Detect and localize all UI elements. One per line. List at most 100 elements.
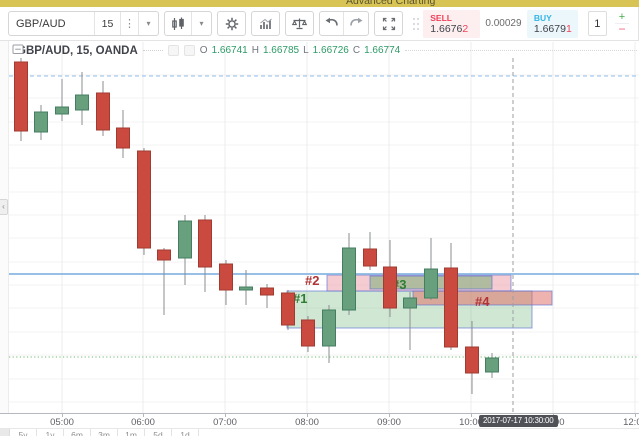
drag-dots-icon	[413, 17, 415, 20]
indicators-group	[251, 11, 280, 36]
drawing-toolbar-toggle-button[interactable]: ‹	[0, 199, 8, 215]
ohlc-readout: O 1.66741 H 1.66785 L 1.66726 C 1.66774	[199, 45, 401, 56]
candle-body	[157, 249, 171, 261]
candle-body	[137, 150, 151, 249]
scales-icon	[291, 16, 308, 32]
more-options-icon[interactable]	[183, 45, 195, 56]
candle-body	[403, 297, 417, 309]
compare-button[interactable]	[286, 12, 313, 35]
redo-button[interactable]	[344, 12, 368, 35]
time-label: 08:00	[295, 417, 319, 428]
candle-body	[75, 94, 89, 111]
time-label: 06:00	[131, 417, 155, 428]
range-button-1d[interactable]: 1d	[172, 429, 199, 436]
symbol-input[interactable]: GBP/AUD	[9, 12, 95, 35]
time-tick	[62, 414, 63, 417]
interval-dropdown-button[interactable]: ▾	[139, 12, 158, 35]
drag-handle[interactable]	[413, 17, 418, 31]
undo-button[interactable]	[320, 12, 344, 35]
time-label: 07:00	[213, 417, 237, 428]
candle-body	[116, 127, 130, 149]
range-button-3m[interactable]: 3m	[91, 429, 118, 436]
time-label: 10:00	[459, 417, 483, 428]
sell-price: 1.66762	[430, 22, 469, 35]
chart-style-button[interactable]	[165, 12, 192, 35]
chevron-down-icon: ▾	[199, 19, 204, 28]
eye-icon[interactable]	[167, 45, 179, 56]
zone-label-2: #2	[305, 273, 319, 288]
time-tick	[225, 414, 226, 417]
indicators-icon	[258, 16, 274, 32]
legend-symbol-title: GBP/AUD, 15, OANDA	[17, 44, 138, 57]
time-tick	[143, 414, 144, 417]
candlestick-icon	[170, 16, 186, 32]
price-chart-canvas[interactable]: #1#2 #3#4	[0, 41, 639, 413]
range-button-5d[interactable]: 5d	[145, 429, 172, 436]
crosshair-time-tooltip: 2017-07-17 10:30:00	[479, 415, 558, 427]
time-tick	[389, 414, 390, 417]
candle-body	[383, 266, 397, 309]
buy-label: BUY	[533, 12, 552, 23]
range-button-1m[interactable]: 1m	[118, 429, 145, 436]
candle-body	[465, 346, 479, 374]
candle-body	[198, 219, 212, 268]
fullscreen-group	[374, 11, 403, 36]
sell-label: SELL	[430, 12, 452, 23]
symbol-interval-group: GBP/AUD 15 ⋮ ▾	[8, 11, 159, 36]
time-tick	[471, 414, 472, 417]
time-label: 12:00	[623, 417, 639, 428]
gear-icon	[224, 16, 240, 32]
buy-price: 1.66791	[533, 22, 572, 35]
chart-style-dropdown-button[interactable]: ▾	[192, 12, 211, 35]
fullscreen-button[interactable]	[375, 12, 402, 35]
time-tick	[307, 414, 308, 417]
candle-body	[219, 263, 233, 291]
compare-group	[285, 11, 314, 36]
candle-body	[342, 247, 356, 311]
quantity-increase-button[interactable]: +	[615, 11, 629, 24]
candle-body	[34, 111, 48, 133]
time-axis[interactable]: 2017-07-17 10:30:00 05:00 06:00 07:00 08:00…	[0, 413, 639, 428]
range-button-1y[interactable]: 1y	[37, 429, 64, 436]
candle-body	[178, 220, 192, 259]
candle-body	[239, 286, 253, 291]
candle-body	[485, 357, 499, 373]
zone-label-4: #4	[475, 294, 490, 309]
buy-button[interactable]: BUY 1.66791	[526, 9, 578, 38]
candle-body	[424, 268, 438, 299]
buy-price-last-digit: 1	[565, 22, 572, 35]
candlestick-chart[interactable]: #1 #2 #3 #4 GBP/AUD, 15, OANDA O 1.66741 H 1.…	[0, 41, 639, 413]
drawing-toolbar-collapsed: ‹	[0, 41, 9, 413]
fullscreen-icon	[381, 16, 397, 32]
quantity-decrease-button[interactable]: −	[618, 22, 626, 36]
candle-body	[96, 92, 110, 131]
candle-body	[322, 309, 336, 347]
spread-value: 0.00029	[485, 18, 522, 29]
quantity-stepper: + −	[615, 11, 629, 37]
sell-button[interactable]: SELL 1.66762	[423, 9, 481, 38]
settings-button[interactable]	[218, 12, 245, 35]
interval-button[interactable]: 15	[95, 12, 121, 35]
kebab-menu-icon: ⋮	[124, 18, 135, 30]
chevron-down-icon: ▾	[146, 19, 151, 28]
undo-redo-group	[319, 11, 369, 36]
chart-toolbar: GBP/AUD 15 ⋮ ▾ ▾	[0, 7, 639, 41]
indicators-button[interactable]	[252, 12, 279, 35]
chart-legend: GBP/AUD, 15, OANDA O 1.66741 H 1.66785 L 1.…	[12, 44, 637, 57]
quantity-field[interactable]: 1	[587, 11, 608, 36]
candle-body	[363, 248, 377, 267]
zone-label-1: #1	[293, 291, 307, 306]
range-button-5y[interactable]: 5y	[10, 429, 37, 436]
redo-arrow-icon	[349, 15, 364, 33]
window-titlebar: Advanced Charting	[0, 0, 639, 7]
window-title: Advanced Charting	[346, 0, 436, 7]
interval-menu-button[interactable]: ⋮	[121, 12, 139, 35]
legend-separator	[142, 50, 163, 51]
candle-body	[14, 61, 28, 132]
sell-price-last-digit: 2	[462, 22, 469, 35]
range-button-6m[interactable]: 6m	[64, 429, 91, 436]
candle-body	[55, 106, 69, 115]
candle-body	[301, 319, 315, 347]
time-tick	[635, 414, 636, 417]
range-selector-row: 5y 1y 6m 3m 1m 5d 1d	[0, 428, 639, 436]
